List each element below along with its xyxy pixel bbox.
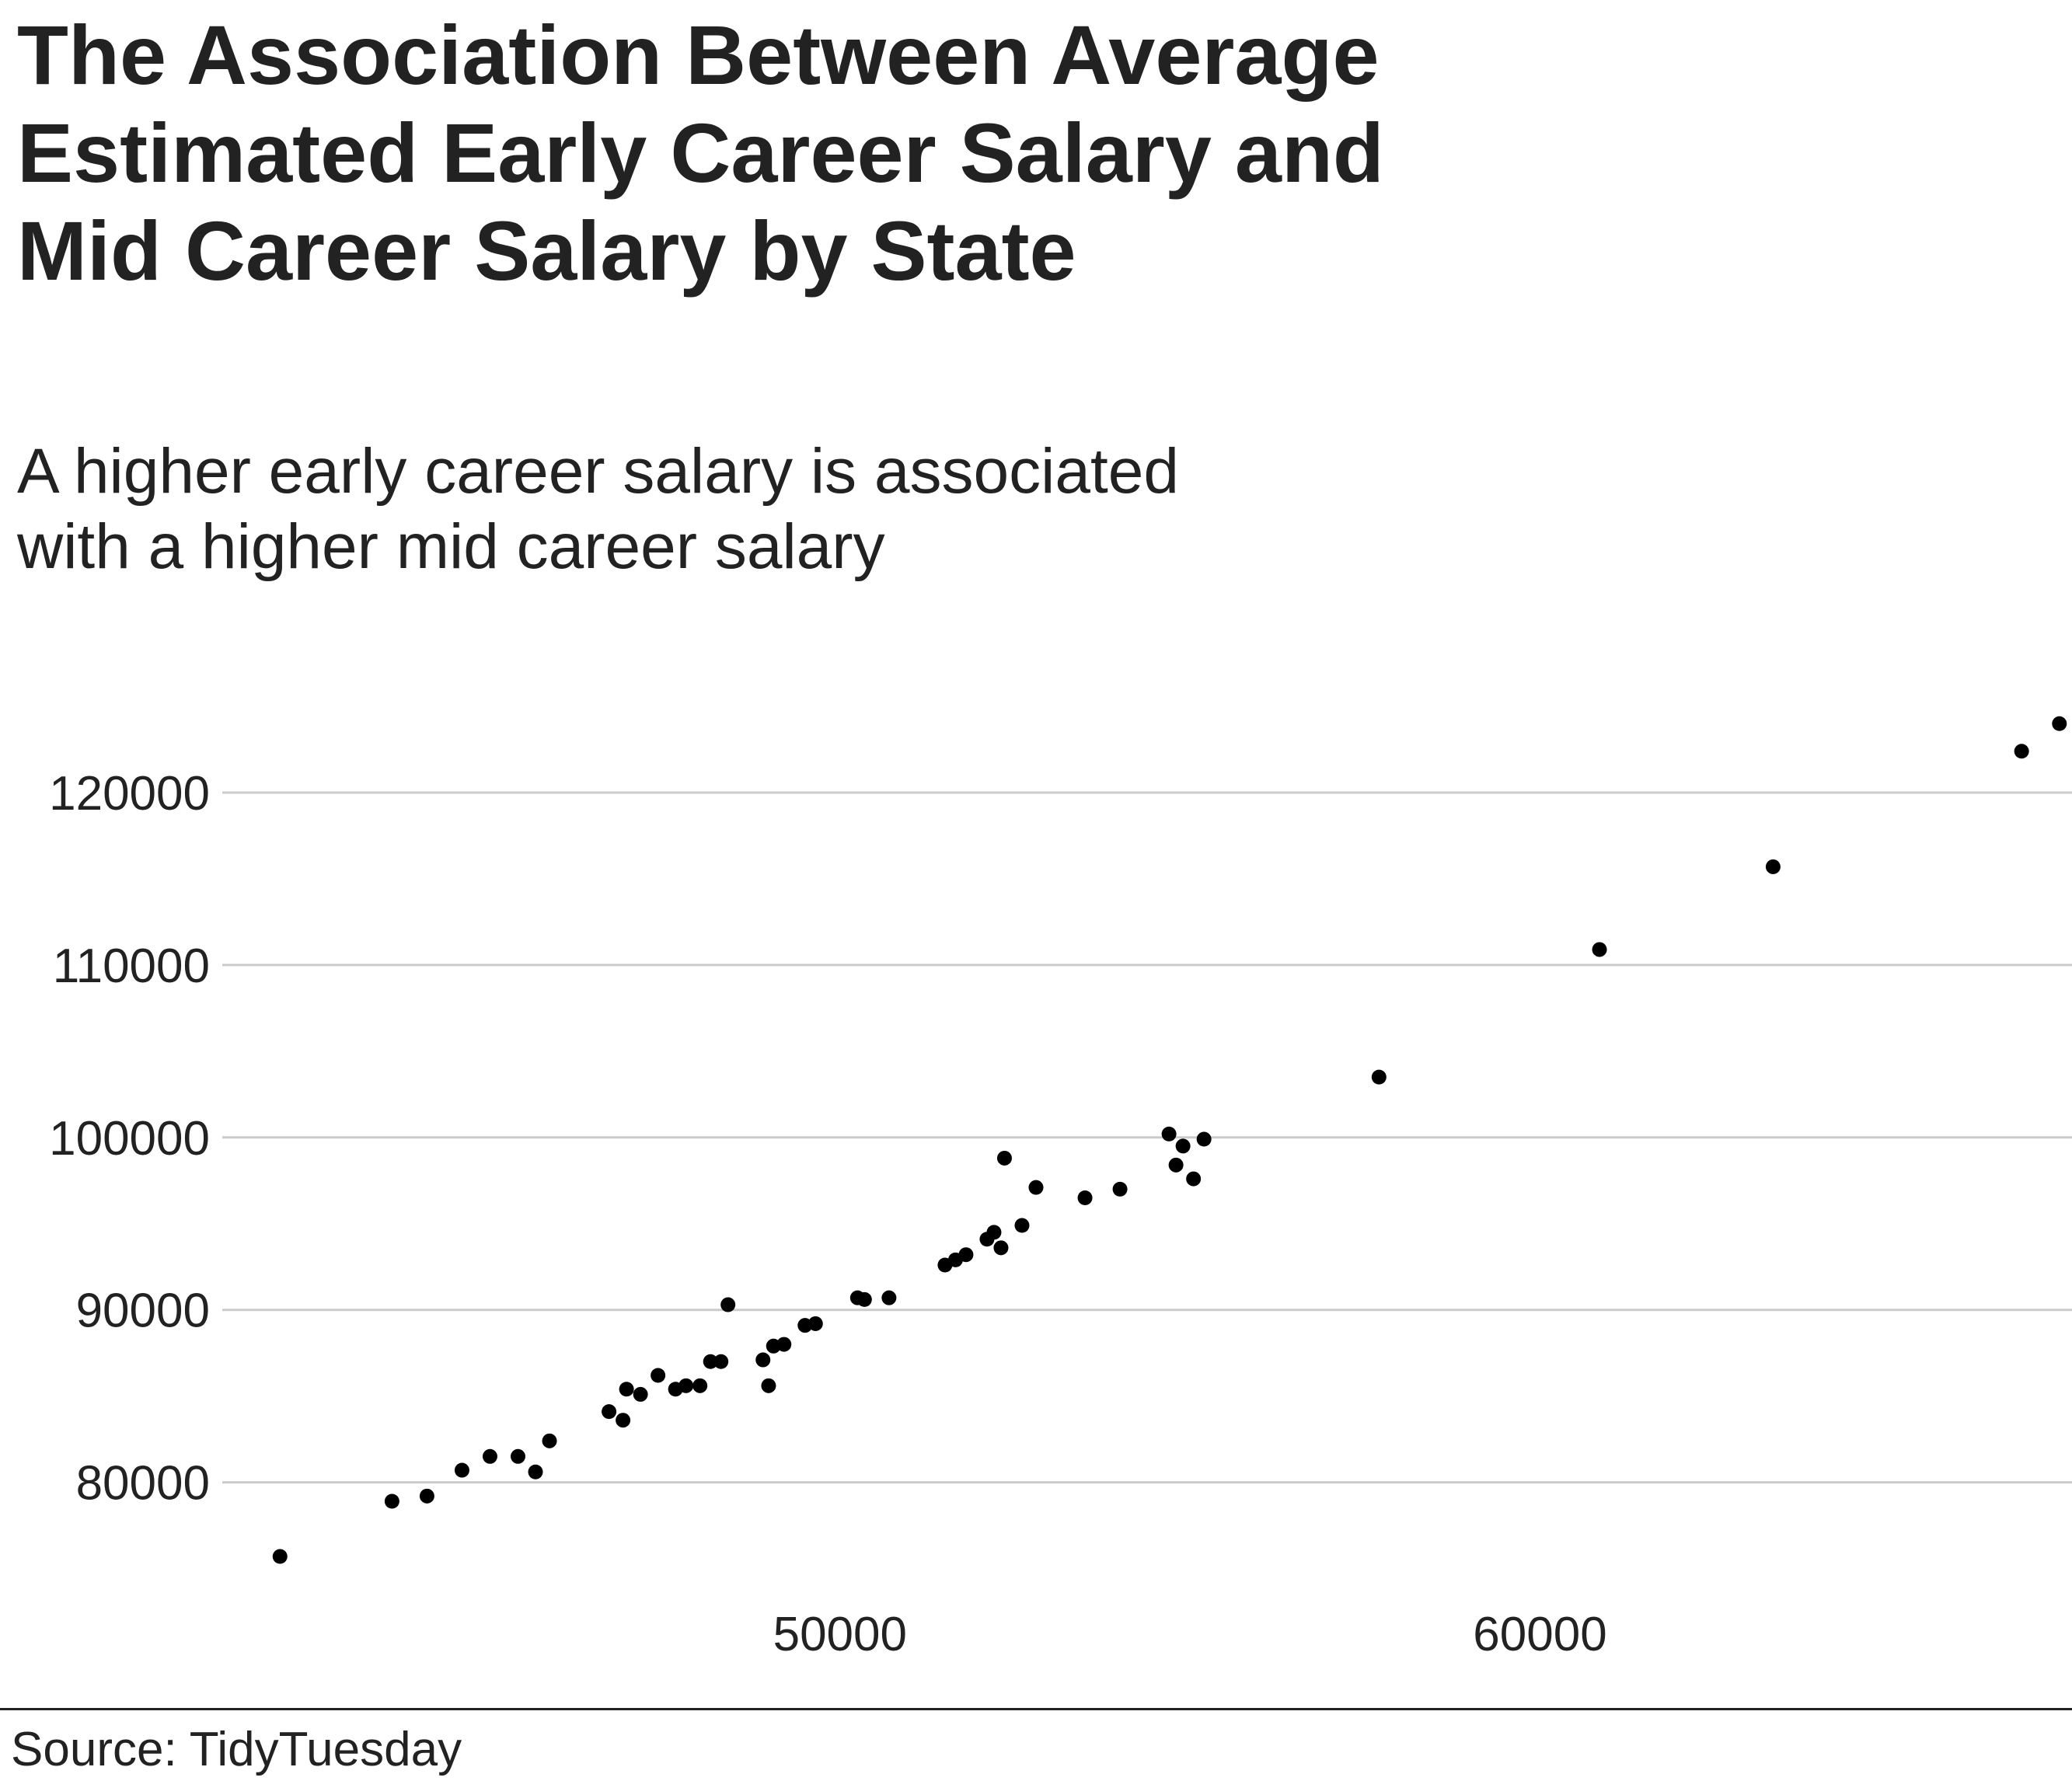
data-point-9 xyxy=(602,1404,617,1420)
data-point-38 xyxy=(1077,1190,1093,1205)
data-point-44 xyxy=(1196,1131,1212,1147)
y-tick-label-110000: 110000 xyxy=(53,939,210,993)
data-point-17 xyxy=(703,1354,718,1369)
data-point-35 xyxy=(996,1150,1012,1166)
data-point-40 xyxy=(1161,1126,1177,1141)
data-point-46 xyxy=(1592,942,1607,957)
data-point-42 xyxy=(1175,1138,1191,1154)
y-tick-label-80000: 80000 xyxy=(76,1457,210,1511)
data-point-12 xyxy=(633,1386,648,1402)
data-point-10 xyxy=(616,1413,631,1428)
data-point-43 xyxy=(1186,1171,1202,1187)
data-points xyxy=(272,716,2067,1564)
source-divider xyxy=(0,1708,2072,1710)
source-note: Source: TidyTuesday xyxy=(11,1723,462,1776)
data-point-41 xyxy=(1168,1157,1184,1173)
x-tick-label-50000: 50000 xyxy=(773,1608,907,1661)
data-point-15 xyxy=(678,1378,694,1393)
data-point-11 xyxy=(619,1382,634,1397)
data-point-31 xyxy=(958,1247,974,1263)
chart-subtitle: A higher early career salary is associat… xyxy=(17,436,1179,582)
data-point-4 xyxy=(454,1462,469,1478)
data-point-19 xyxy=(720,1297,736,1312)
data-point-6 xyxy=(511,1448,525,1464)
data-point-48 xyxy=(2014,744,2029,759)
data-point-34 xyxy=(993,1240,1009,1256)
chart-title: The Association Between Average Estimate… xyxy=(17,8,1384,298)
data-point-28 xyxy=(881,1290,897,1305)
data-point-25 xyxy=(808,1316,823,1331)
y-tick-label-120000: 120000 xyxy=(49,767,210,821)
y-tick-label-90000: 90000 xyxy=(76,1284,210,1338)
data-point-5 xyxy=(482,1448,497,1464)
data-point-18 xyxy=(713,1354,729,1369)
data-point-23 xyxy=(776,1337,792,1352)
data-point-20 xyxy=(755,1352,771,1368)
data-point-36 xyxy=(1014,1218,1030,1233)
x-tick-label-60000: 60000 xyxy=(1473,1608,1606,1661)
data-point-1 xyxy=(272,1549,288,1564)
data-point-49 xyxy=(2052,716,2067,731)
data-point-21 xyxy=(761,1378,776,1393)
data-point-16 xyxy=(692,1378,708,1393)
data-point-37 xyxy=(1028,1180,1044,1195)
x-axis-ticks: 50000 60000 xyxy=(773,1608,1607,1661)
data-point-39 xyxy=(1112,1181,1128,1197)
data-point-45 xyxy=(1371,1069,1387,1085)
data-point-27 xyxy=(856,1291,872,1307)
data-point-47 xyxy=(1765,859,1781,874)
data-point-8 xyxy=(542,1433,557,1448)
data-point-7 xyxy=(528,1464,543,1480)
y-tick-label-100000: 100000 xyxy=(49,1112,210,1166)
data-point-2 xyxy=(384,1493,399,1509)
y-axis-ticks: 80000 90000 100000 110000 120000 xyxy=(49,767,210,1511)
data-point-13 xyxy=(651,1368,666,1383)
data-point-3 xyxy=(419,1488,434,1504)
data-point-33 xyxy=(986,1225,1002,1240)
gridlines xyxy=(222,791,2072,1484)
